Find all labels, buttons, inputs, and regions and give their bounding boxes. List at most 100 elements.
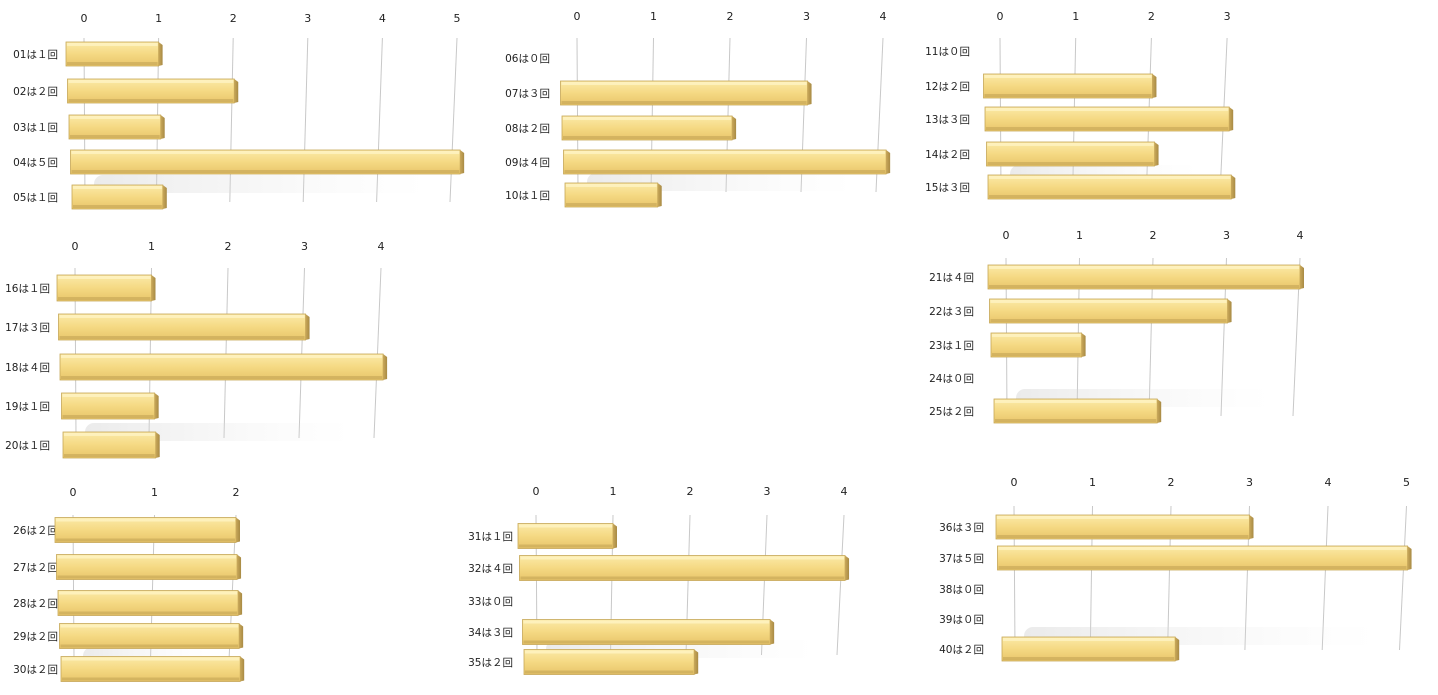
bar [997,545,1412,571]
gridline-5 [1399,505,1407,651]
bar [990,332,1086,358]
gridline-4 [373,267,382,439]
x-tick-label: 2 [230,12,237,25]
bar [59,623,244,649]
category-label: 09は４回 [505,157,550,169]
x-tick-label: 2 [727,10,734,23]
floor-shadow [94,175,427,193]
x-tick-label: 2 [233,486,240,499]
x-tick-label: 1 [155,12,162,25]
bar [61,392,159,420]
category-label: 34は３回 [468,627,513,639]
category-label: 10は１回 [505,190,550,202]
category-label: 14は２回 [925,149,970,161]
bar [561,115,737,141]
gridline-3 [302,37,309,203]
x-tick-label: 0 [997,10,1004,23]
bar-chart-8: 0 1 2 3 4 5 36は３回 37は５回 38は０回 39は０回 40は２回 [939,476,1412,662]
category-label: 07は３回 [505,88,550,100]
bar [65,41,163,67]
category-label: 03は１回 [13,122,58,134]
category-label: 22は３回 [929,306,974,318]
category-label: 27は２回 [13,562,58,574]
category-label: 25は２回 [929,406,974,418]
bar [564,182,662,208]
category-label: 15は３回 [925,182,970,194]
x-tick-label: 3 [301,240,308,253]
x-tick-label: 3 [1224,10,1231,23]
category-label: 35は２回 [468,657,513,669]
category-label: 32は４回 [468,563,513,575]
category-label: 23は１回 [929,340,974,352]
x-tick-label: 1 [148,240,155,253]
x-tick-label: 2 [1150,229,1157,242]
gridline-4 [1321,505,1329,651]
x-tick-label: 1 [1076,229,1083,242]
x-tick-label: 5 [454,12,461,25]
bar [58,313,310,341]
category-label: 20は１回 [5,440,50,452]
category-label: 37は５回 [939,553,984,565]
x-tick-label: 1 [1089,476,1096,489]
category-label: 39は０回 [939,614,984,626]
x-tick-label: 0 [70,486,77,499]
category-label: 36は３回 [939,522,984,534]
category-label: 18は４回 [5,362,50,374]
bar [983,73,1157,99]
gridline-4 [376,37,383,203]
bar [989,298,1232,324]
x-tick-label: 4 [1325,476,1332,489]
bar [57,590,243,616]
bar [68,114,165,140]
bar [522,619,775,645]
bar [71,184,167,210]
x-tick-label: 3 [764,485,771,498]
bar-chart-4: 0 1 2 3 4 16は１回 17は３回 18は４回 19は１回 20は１回 [5,240,388,459]
x-tick-label: 2 [1168,476,1175,489]
category-label: 04は５回 [13,157,58,169]
x-tick-label: 0 [81,12,88,25]
gridline-2 [223,267,229,439]
bar [56,554,242,580]
x-tick-label: 3 [304,12,311,25]
category-label: 11は０回 [925,46,970,58]
x-tick-label: 0 [1011,476,1018,489]
bar [560,80,812,106]
bar-chart-3: 0 1 2 3 11は０回 12は２回 13は３回 14は２回 15は３回 [925,10,1236,200]
bar [523,649,699,675]
category-label: 21は４回 [929,272,974,284]
x-tick-label: 1 [610,485,617,498]
x-tick-label: 4 [841,485,848,498]
bar [517,523,617,549]
category-label: 38は０回 [939,584,984,596]
bar-chart-2: 0 1 2 3 4 06は０回 07は３回 08は２回 09は４回 10は１回 [505,10,891,208]
x-tick-label: 2 [687,485,694,498]
category-label: 06は０回 [505,53,550,65]
x-tick-label: 4 [1297,229,1304,242]
bar-chart-7: 0 1 2 3 4 31は１回 32は４回 33は０回 34は３回 35は２回 [468,485,850,675]
bar [62,431,160,459]
category-label: 05は１回 [13,192,58,204]
category-label: 13は３回 [925,114,970,126]
x-tick-label: 4 [880,10,887,23]
bar [993,398,1162,424]
category-label: 16は１回 [5,283,50,295]
x-tick-label: 1 [650,10,657,23]
x-tick-label: 0 [72,240,79,253]
bar [70,149,465,175]
category-label: 08は２回 [505,123,550,135]
x-tick-label: 2 [1148,10,1155,23]
x-tick-label: 5 [1403,476,1410,489]
bar [56,274,156,302]
category-label: 19は１回 [5,401,50,413]
category-label: 02は２回 [13,86,58,98]
bar [60,656,245,682]
x-tick-label: 3 [1223,229,1230,242]
x-tick-label: 0 [1003,229,1010,242]
category-label: 24は０回 [929,373,974,385]
category-label: 33は０回 [468,596,513,608]
bar [987,264,1304,290]
bar-chart-1: 0 1 2 3 4 5 01は１回 02は２回 03は１回 04は５回 05は１回 [13,12,465,210]
bar-chart-6: 0 1 2 26は２回 27は２回 28は２回 29は２回 30は２回 [13,486,245,682]
